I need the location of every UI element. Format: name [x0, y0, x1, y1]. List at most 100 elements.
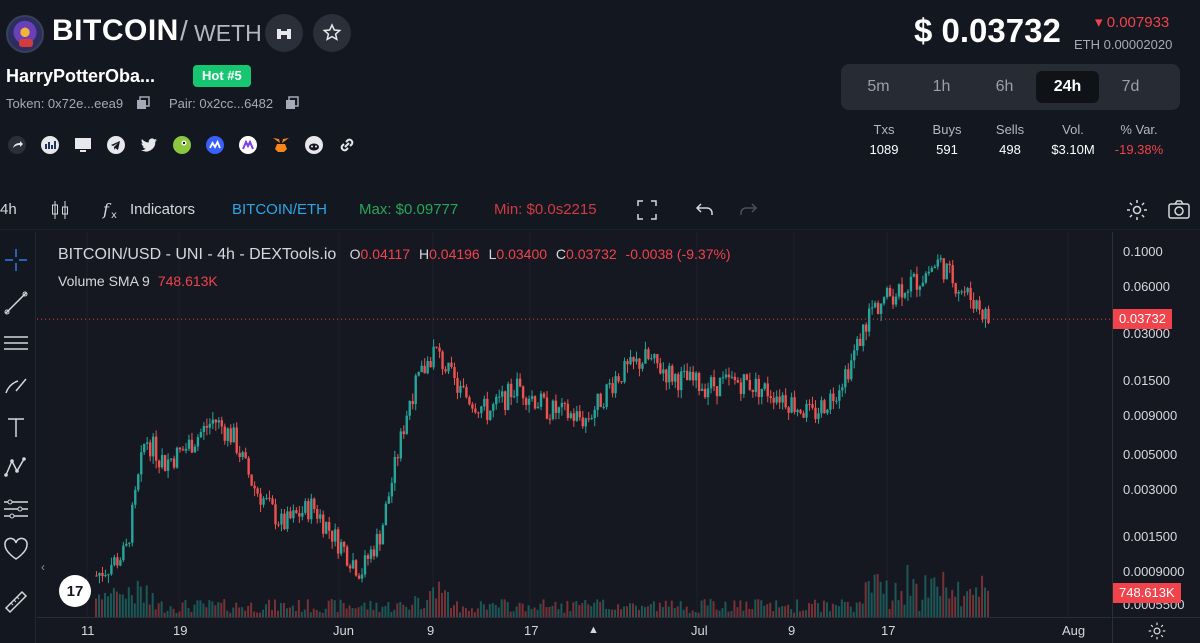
- tab-5m[interactable]: 5m: [867, 78, 890, 95]
- price-axis[interactable]: 0.1000 0.06000 0.03000 0.01500 0.009000 0.005…: [1112, 232, 1200, 617]
- price-change: ▾ 0.007933: [1095, 14, 1170, 31]
- undo-icon[interactable]: [693, 198, 717, 222]
- website-icon[interactable]: [72, 134, 94, 156]
- candle-body: [196, 437, 200, 447]
- telegram-icon[interactable]: [105, 134, 127, 156]
- price-chart[interactable]: BITCOIN/USD - UNI - 4h - DEXTools.io O0.…: [37, 232, 1111, 617]
- collapse-toolbar-icon[interactable]: ‹: [41, 560, 45, 574]
- coingecko-icon[interactable]: [171, 134, 193, 156]
- volume-bar: [661, 606, 664, 617]
- candle-body: [596, 393, 599, 410]
- axis-settings-icon[interactable]: [1147, 621, 1167, 641]
- candle-body: [703, 388, 707, 398]
- share-icon[interactable]: [6, 134, 28, 156]
- volume-bar: [649, 603, 652, 617]
- ohlc-change: -0.0038 (-9.37%): [625, 246, 731, 262]
- indicators-button[interactable]: Indicators: [130, 201, 196, 218]
- candle-body: [748, 379, 752, 390]
- volume-bar: [399, 601, 402, 617]
- volume-bar: [360, 605, 363, 617]
- volume-bar: [816, 603, 819, 617]
- candle-body: [683, 370, 686, 372]
- candle-body: [190, 439, 194, 453]
- candle-body: [796, 409, 799, 413]
- volume-bar: [640, 605, 643, 617]
- volume-bar: [572, 602, 575, 617]
- horizontal-lines-tool[interactable]: [2, 329, 30, 357]
- axis-settings-corner[interactable]: [1112, 617, 1200, 643]
- reddit-icon[interactable]: [303, 134, 325, 156]
- volume-bar: [864, 582, 867, 617]
- candle-body: [298, 513, 301, 517]
- volume-bar: [921, 599, 924, 617]
- favorite-button[interactable]: [313, 14, 351, 52]
- twitter-icon[interactable]: [138, 134, 160, 156]
- stat-buys: Buys 591: [927, 122, 967, 157]
- candle-body: [614, 376, 617, 394]
- candle-body: [587, 418, 590, 420]
- volume-bar: [870, 592, 873, 617]
- volume-bar: [626, 606, 629, 617]
- svg-text:x: x: [111, 210, 117, 221]
- tab-24h[interactable]: 24h: [1036, 71, 1099, 103]
- chevron-up-icon[interactable]: ▲: [588, 624, 599, 636]
- ruler-tool[interactable]: [2, 588, 30, 616]
- brush-tool[interactable]: [2, 371, 30, 399]
- candle-body: [721, 377, 725, 379]
- tradingview-logo[interactable]: 17: [59, 575, 91, 607]
- time-axis[interactable]: 11 19 Jun 9 17 Jul 9 17 Aug ▲: [37, 617, 1111, 643]
- text-tool[interactable]: [2, 413, 30, 441]
- tab-7d[interactable]: 7d: [1121, 78, 1140, 95]
- copy-token-icon[interactable]: [136, 96, 150, 110]
- volume-bar: [336, 612, 339, 617]
- volume-bar: [718, 610, 721, 617]
- blockfolio-icon[interactable]: [237, 134, 259, 156]
- candle-body: [799, 409, 802, 414]
- candle-body: [235, 427, 238, 453]
- candle-body: [781, 395, 784, 403]
- candles-icon[interactable]: [48, 198, 72, 222]
- volume-bar: [178, 611, 181, 617]
- candle-body: [193, 446, 197, 453]
- tab-6h[interactable]: 6h: [995, 78, 1014, 95]
- settings-icon[interactable]: [1125, 198, 1149, 222]
- copy-pair-icon[interactable]: [285, 96, 299, 110]
- etherscan-icon[interactable]: [39, 134, 61, 156]
- heart-icon[interactable]: [2, 535, 30, 563]
- candle-body: [694, 372, 698, 381]
- y-tick-label: 0.0009000: [1123, 563, 1185, 579]
- candle-body: [262, 498, 265, 505]
- candle-body: [942, 258, 945, 280]
- chart-canvas[interactable]: [37, 232, 1111, 617]
- binoculars-button[interactable]: [265, 14, 303, 52]
- volume-bar: [333, 600, 336, 617]
- candle-body: [175, 447, 179, 468]
- volume-bar: [587, 604, 590, 617]
- interval-selector[interactable]: 4h: [0, 201, 17, 218]
- trendline-tool[interactable]: [2, 289, 30, 317]
- link-icon[interactable]: [336, 134, 358, 156]
- redo-icon[interactable]: [736, 198, 760, 222]
- coinmarketcap-icon[interactable]: [204, 134, 226, 156]
- candle-body: [265, 497, 268, 499]
- candle-body: [948, 263, 951, 266]
- volume-bar: [918, 611, 921, 617]
- volume-bar: [470, 608, 473, 617]
- candle-body: [301, 512, 304, 517]
- candle-body: [169, 458, 173, 460]
- metamask-icon[interactable]: [270, 134, 292, 156]
- camera-icon[interactable]: [1167, 198, 1191, 222]
- fullscreen-icon[interactable]: [635, 198, 659, 222]
- volume-bar: [444, 590, 447, 617]
- measure-tool[interactable]: [2, 494, 30, 522]
- stat-value: 1089: [869, 142, 899, 157]
- pattern-tool[interactable]: [2, 453, 30, 481]
- candle-body: [572, 413, 576, 421]
- hot-badge[interactable]: Hot #5: [193, 65, 251, 87]
- crosshair-tool[interactable]: [2, 246, 30, 274]
- volume-bar: [342, 603, 345, 617]
- candle-body: [151, 436, 155, 457]
- tab-1h[interactable]: 1h: [932, 78, 951, 95]
- candle-body: [295, 510, 298, 514]
